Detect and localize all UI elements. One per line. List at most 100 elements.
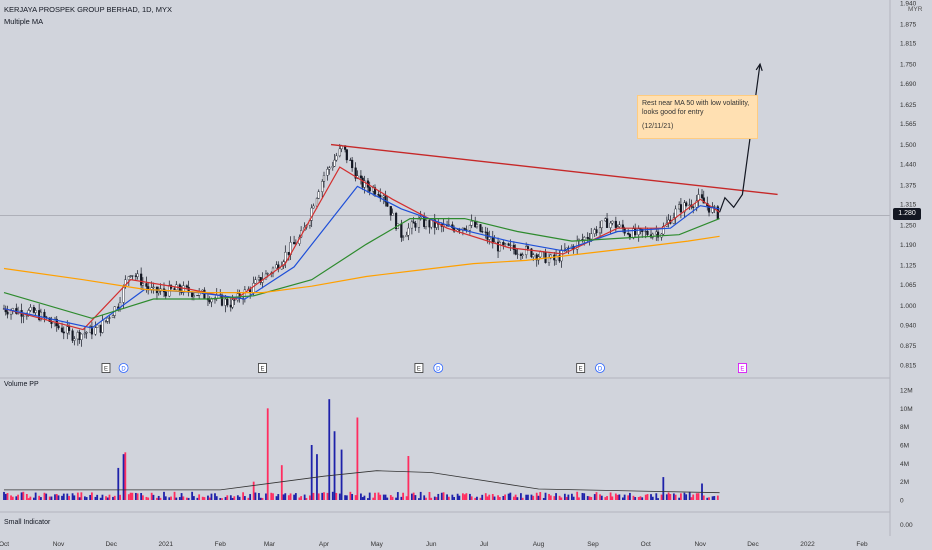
volume-bar — [680, 493, 682, 500]
volume-bar — [254, 492, 257, 500]
ma-line — [3, 235, 720, 294]
candle-body — [345, 149, 348, 161]
volume-bar — [180, 493, 183, 500]
candle-body — [656, 231, 660, 238]
volume-bar — [32, 497, 35, 500]
volume-bar — [34, 492, 37, 500]
volume-bar — [646, 494, 649, 500]
earnings-marker — [258, 363, 267, 373]
volume-bar — [331, 491, 334, 500]
volume-bar — [112, 496, 114, 500]
volume-bar — [623, 494, 626, 500]
candle-body — [634, 228, 637, 236]
volume-bar — [629, 492, 631, 500]
volume-bar — [83, 496, 86, 500]
volume-bar — [207, 495, 209, 500]
volume-bar — [182, 496, 185, 500]
volume-bar — [145, 496, 148, 500]
volume-bar — [261, 497, 264, 500]
volume-bar — [48, 496, 51, 500]
volume-bar — [298, 497, 301, 500]
volume-bar — [384, 494, 387, 500]
candle-body — [90, 326, 94, 335]
volume-bar — [229, 495, 232, 500]
candle-body — [692, 206, 695, 208]
ma-line — [3, 166, 720, 331]
volume-bar — [627, 495, 630, 500]
volume-bars — [3, 399, 720, 500]
volume-bar — [437, 493, 440, 500]
candle-body — [616, 226, 619, 228]
volume-bar — [474, 497, 477, 500]
volume-bar — [55, 493, 58, 500]
volume-bar — [270, 492, 273, 500]
volume-bar — [265, 493, 267, 500]
candle-body — [394, 212, 398, 230]
price-tick-label: 1.940 — [900, 1, 917, 8]
volume-bar — [94, 496, 97, 500]
time-tick-label: Oct — [641, 541, 651, 548]
candle-body — [104, 320, 108, 322]
volume-bar — [219, 498, 222, 500]
volume-bar — [117, 467, 120, 500]
volume-bar — [272, 493, 274, 500]
indicator-label[interactable]: Multiple MA — [4, 17, 44, 26]
volume-bar — [470, 496, 473, 500]
volume-bar — [312, 492, 315, 500]
volume-bar — [360, 493, 362, 500]
candle-body — [614, 220, 617, 228]
price-tick-label: 1.750 — [900, 62, 917, 69]
volume-bar — [537, 495, 540, 500]
volume-bar — [440, 492, 443, 500]
volume-bar — [567, 494, 570, 500]
volume-bar — [657, 498, 659, 500]
candle-body — [312, 205, 315, 209]
candle-body — [470, 221, 473, 226]
small-indicator-label[interactable]: Small Indicator — [4, 519, 51, 526]
volume-pane-label[interactable]: Volume PP — [4, 381, 39, 388]
volume-bar — [433, 496, 436, 500]
volume-bar — [419, 491, 422, 500]
candle-body — [435, 222, 438, 228]
volume-bar — [258, 493, 260, 500]
volume-bar — [22, 491, 25, 500]
candle-body — [229, 304, 232, 308]
volume-bar — [210, 493, 213, 500]
volume-bar — [131, 492, 134, 500]
volume-bar — [108, 494, 111, 500]
trendline[interactable] — [330, 62, 778, 213]
volume-bar — [493, 496, 496, 500]
price-tick-label: 1.250 — [900, 223, 917, 230]
candle-body — [321, 181, 324, 192]
volume-bar — [173, 491, 176, 500]
volume-bar — [532, 495, 535, 500]
candle-body — [287, 251, 290, 255]
volume-bar — [396, 492, 399, 500]
volume-bar — [618, 494, 621, 500]
volume-bar — [469, 493, 471, 500]
candle-body — [685, 202, 688, 206]
volume-bar — [461, 493, 464, 500]
volume-bar — [616, 494, 619, 500]
candle-body — [224, 298, 227, 306]
moving-averages — [3, 166, 720, 331]
event-marker-label: E — [260, 366, 264, 372]
event-marker-label: E — [740, 366, 744, 372]
volume-bar — [711, 496, 714, 500]
volume-bar — [504, 494, 506, 500]
candle-body — [101, 320, 104, 333]
candle-body — [674, 208, 677, 218]
price-tick-label: 1.565 — [900, 121, 917, 128]
annotation-callout[interactable]: Rest near MA 50 with low volatility, loo… — [637, 95, 758, 139]
candle-body — [210, 299, 213, 303]
candlesticks — [2, 143, 719, 347]
resistance-trendline — [330, 143, 778, 196]
candle-body — [368, 187, 371, 192]
candle-body — [266, 273, 269, 275]
volume-bar — [303, 494, 306, 500]
candle-body — [220, 294, 224, 306]
volume-bar — [208, 497, 211, 500]
